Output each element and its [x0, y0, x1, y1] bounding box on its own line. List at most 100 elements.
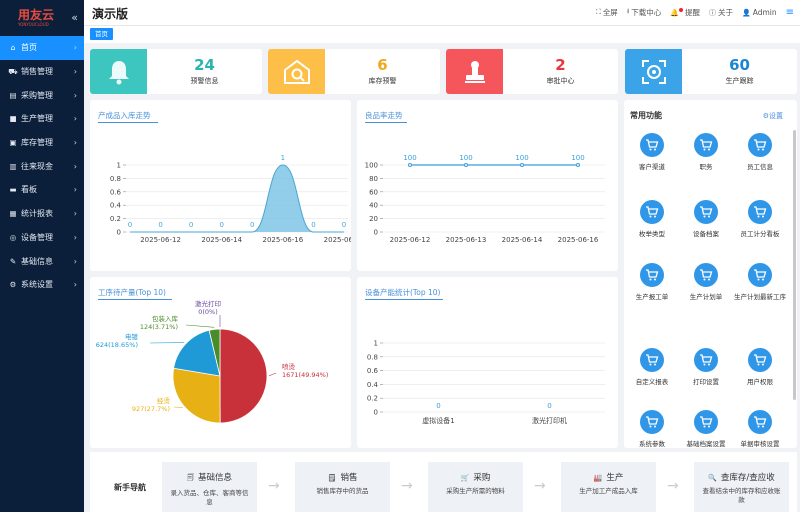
function-item[interactable]: 职务: [679, 133, 733, 172]
function-item[interactable]: 基础档案设置: [679, 410, 733, 448]
x-tick-label: 2025-06-16: [263, 236, 304, 244]
data-label: 100: [571, 154, 584, 162]
header-action-fullscreen[interactable]: ⛶ 全屏: [596, 7, 618, 18]
data-point: [520, 163, 524, 167]
stock-icon: ▣: [9, 138, 17, 148]
area-line: [130, 164, 344, 233]
cart-icon: [694, 410, 718, 434]
tab-home[interactable]: 首页: [90, 28, 113, 40]
cart-icon: [748, 133, 772, 157]
guide-step-title: 生产: [606, 473, 624, 483]
x-tick-label: 2025-06-12: [140, 236, 181, 244]
menu-icon[interactable]: ≡: [785, 7, 794, 18]
data-label: 0: [128, 221, 132, 229]
function-item[interactable]: 系统参数: [625, 410, 679, 448]
stat-card-1[interactable]: 6 库存预警: [268, 49, 440, 94]
sidebar-item-7[interactable]: ▦ 统计报表 ›: [0, 202, 84, 226]
x-tick-label: 2025-06-12: [390, 236, 431, 244]
stat-card-3[interactable]: 60 生产跟踪: [625, 49, 797, 94]
guide-step-desc: 生产加工产成品入库: [579, 487, 638, 495]
pie-leader-line: [268, 372, 277, 377]
function-item[interactable]: 设备档案: [679, 200, 733, 239]
tab-bar: 首页: [84, 26, 800, 43]
sidebar-item-4[interactable]: ▣ 库存管理 ›: [0, 131, 84, 155]
header-action-user[interactable]: 👤 Admin: [742, 8, 777, 17]
chevron-right-icon: ›: [73, 43, 77, 53]
sidebar-item-6[interactable]: ▬ 看板 ›: [0, 178, 84, 202]
guide-step[interactable]: 🔍 查库存/查应收 查看结余中的库存和应收账款: [694, 462, 789, 512]
cart-icon: [748, 348, 772, 372]
sidebar-item-5[interactable]: ▥ 往来现金 ›: [0, 154, 84, 178]
y-tick-label: 0: [374, 229, 378, 237]
header-action-info[interactable]: ⓘ 关于: [709, 7, 733, 18]
sidebar-item-10[interactable]: ⚙ 系统设置 ›: [0, 273, 84, 297]
functions-scrollbar[interactable]: [793, 130, 796, 400]
logo[interactable]: 用友云 YONYOUCLOUD «: [0, 0, 84, 36]
pie-value-label: 124(3.71%): [140, 323, 178, 331]
yield-trend-title: 良品率走势: [365, 111, 403, 120]
x-tick-label: 2025-06-13: [446, 236, 487, 244]
fullscreen-icon: ⛶: [595, 8, 601, 16]
function-item[interactable]: 枚举类型: [625, 200, 679, 239]
guide-step[interactable]: 🏭 生产 生产加工产成品入库: [561, 462, 656, 512]
sidebar-item-9[interactable]: ✎ 基础信息 ›: [0, 249, 84, 273]
cart-icon: [748, 200, 772, 224]
function-item[interactable]: 生产计划单: [679, 263, 733, 302]
sidebar: 用友云 YONYOUCLOUD « ⌂ 首页 › ⛟ 销售管理 › ▤ 采购管理 › ■ 生产管理 ›…: [0, 0, 84, 512]
stat-card-0[interactable]: 24 预警信息: [90, 49, 262, 94]
function-item[interactable]: 客户渠道: [625, 133, 679, 172]
cart-icon: [640, 263, 664, 287]
guide-step-desc: 录入货品、仓库、客商等信息: [170, 489, 249, 506]
sidebar-item-8[interactable]: ◎ 设备管理 ›: [0, 226, 84, 250]
header-action-bell[interactable]: 🔔 提醒: [670, 7, 700, 18]
stamp-icon: [446, 49, 503, 94]
function-item[interactable]: 生产计划最新工序: [733, 263, 787, 302]
finished-trend-panel: 产成品入库走势 0 0.2 0.4 0.6 0.8 1 0 0 0 0 0 1 0 0 2025-06-12…: [90, 100, 351, 271]
function-item[interactable]: 用户权限: [733, 348, 787, 387]
y-tick-label: 60: [369, 188, 378, 196]
function-item[interactable]: 生产报工单: [625, 263, 679, 302]
function-item[interactable]: 单据审核设置: [733, 410, 787, 448]
sidebar-item-2[interactable]: ▤ 采购管理 ›: [0, 83, 84, 107]
functions-settings-link[interactable]: ⚙设置: [762, 112, 783, 120]
function-item[interactable]: 员工信息: [733, 133, 787, 172]
sidebar-item-0[interactable]: ⌂ 首页 ›: [0, 36, 84, 60]
x-tick-label: 虚拟设备1: [422, 416, 454, 425]
guide-step[interactable]: 🛒 采购 采购生产所需的物料: [428, 462, 523, 512]
pie-name-label: 电镀: [125, 332, 139, 341]
yield-trend-panel: 良品率走势 0 20 40 60 80 100 100 2025-06-12 100 2025-0…: [357, 100, 618, 271]
guide-step[interactable]: 🗐 基础信息 录入货品、仓库、客商等信息: [162, 462, 257, 512]
title-underline: [98, 299, 172, 300]
title-underline: [98, 122, 158, 123]
header-action-download[interactable]: ⭳ 下载中心: [627, 7, 661, 18]
device-icon: ◎: [9, 232, 17, 242]
sidebar-item-3[interactable]: ■ 生产管理 ›: [0, 107, 84, 131]
data-label: 1: [281, 154, 285, 162]
cart-icon: [640, 133, 664, 157]
cart-icon: [694, 263, 718, 287]
sidebar-item-1[interactable]: ⛟ 销售管理 ›: [0, 60, 84, 84]
pie-slice: [208, 328, 221, 377]
chevron-right-icon: ›: [73, 114, 77, 124]
collapse-sidebar-icon[interactable]: «: [71, 11, 78, 24]
function-item[interactable]: 自定义报表: [625, 348, 679, 387]
guide-step[interactable]: 🗒 销售 销售库存中的货品: [295, 462, 390, 512]
stat-card-2[interactable]: 2 审批中心: [446, 49, 618, 94]
receipt-icon: 🗒: [327, 474, 337, 482]
bell-icon: [90, 49, 147, 94]
yield-trend-chart: 0 20 40 60 80 100 100 2025-06-12 100 2025-06-13 10…: [365, 154, 605, 244]
function-item[interactable]: 员工计分看板: [733, 200, 787, 239]
function-item[interactable]: 打印设置: [679, 348, 733, 387]
data-label: 0: [311, 221, 315, 229]
data-label: 0: [547, 402, 551, 410]
function-label: 系统参数: [639, 440, 665, 448]
common-functions-panel: 常用功能 ⚙设置 客户渠道 职务 员工信息 枚举类型 设备档案 员工计分看板 生产报工单 生产…: [624, 100, 797, 448]
gear-icon: ⚙: [9, 280, 17, 290]
y-tick-label: 20: [369, 215, 378, 223]
guide-step-title: 销售: [340, 473, 358, 483]
header-action-label: Admin: [752, 8, 777, 17]
header-action-label: 提醒: [684, 8, 700, 17]
function-label: 用户权限: [747, 378, 773, 386]
scan-icon: [625, 49, 682, 94]
